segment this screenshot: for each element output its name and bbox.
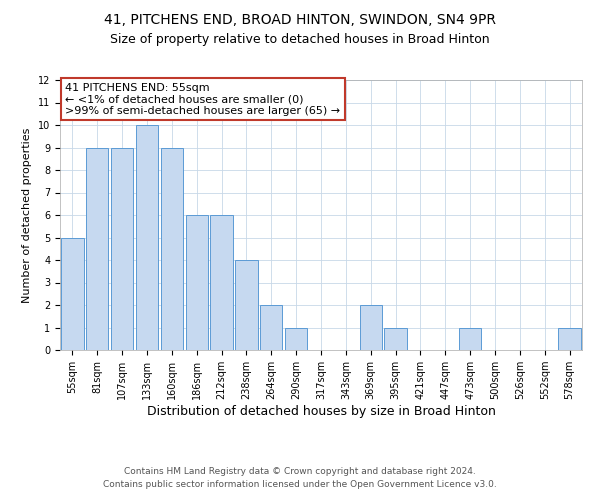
Bar: [111, 148, 133, 350]
Bar: [185, 215, 208, 350]
Bar: [359, 305, 382, 350]
Bar: [211, 215, 233, 350]
Text: 41 PITCHENS END: 55sqm
← <1% of detached houses are smaller (0)
>99% of semi-det: 41 PITCHENS END: 55sqm ← <1% of detached…: [65, 82, 340, 116]
X-axis label: Distribution of detached houses by size in Broad Hinton: Distribution of detached houses by size …: [146, 405, 496, 418]
Bar: [61, 238, 83, 350]
Bar: [285, 328, 307, 350]
Text: 41, PITCHENS END, BROAD HINTON, SWINDON, SN4 9PR: 41, PITCHENS END, BROAD HINTON, SWINDON,…: [104, 12, 496, 26]
Text: Contains HM Land Registry data © Crown copyright and database right 2024.
Contai: Contains HM Land Registry data © Crown c…: [103, 468, 497, 489]
Bar: [559, 328, 581, 350]
Bar: [260, 305, 283, 350]
Bar: [385, 328, 407, 350]
Y-axis label: Number of detached properties: Number of detached properties: [22, 128, 32, 302]
Bar: [161, 148, 183, 350]
Bar: [459, 328, 481, 350]
Bar: [136, 125, 158, 350]
Bar: [86, 148, 109, 350]
Bar: [235, 260, 257, 350]
Text: Size of property relative to detached houses in Broad Hinton: Size of property relative to detached ho…: [110, 32, 490, 46]
